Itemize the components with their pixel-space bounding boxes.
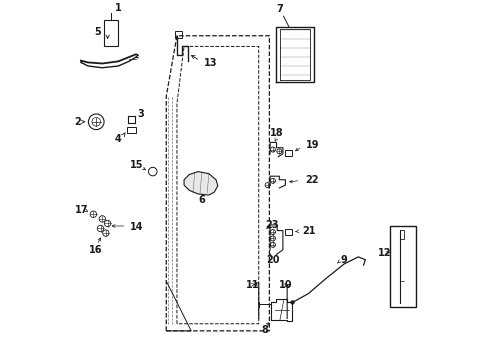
Text: 21: 21 (302, 226, 315, 236)
Text: 5: 5 (94, 27, 101, 37)
Text: 3: 3 (138, 109, 144, 119)
Text: 23: 23 (264, 220, 278, 230)
Text: 19: 19 (305, 140, 319, 150)
Text: 16: 16 (89, 245, 102, 255)
Text: 1: 1 (115, 3, 121, 13)
Text: 12: 12 (377, 248, 390, 258)
Bar (127, 127, 136, 133)
Circle shape (290, 301, 294, 304)
Bar (389, 226, 415, 307)
Text: 4: 4 (115, 134, 121, 144)
Bar (175, 31, 182, 37)
Text: 11: 11 (246, 280, 259, 291)
Bar (284, 149, 292, 156)
Bar (104, 20, 118, 46)
Text: 6: 6 (198, 195, 204, 205)
Polygon shape (183, 172, 217, 195)
Text: 9: 9 (340, 255, 346, 265)
Text: 18: 18 (269, 128, 283, 138)
Text: 10: 10 (279, 280, 292, 291)
Bar (284, 229, 292, 235)
Text: 8: 8 (261, 325, 268, 335)
Text: 7: 7 (276, 4, 283, 14)
Text: 17: 17 (74, 205, 88, 215)
Text: 20: 20 (266, 256, 280, 265)
Text: 14: 14 (130, 222, 143, 232)
Text: 15: 15 (130, 160, 143, 170)
Text: 22: 22 (305, 175, 318, 185)
Text: 13: 13 (203, 58, 217, 68)
Text: 2: 2 (74, 117, 81, 127)
